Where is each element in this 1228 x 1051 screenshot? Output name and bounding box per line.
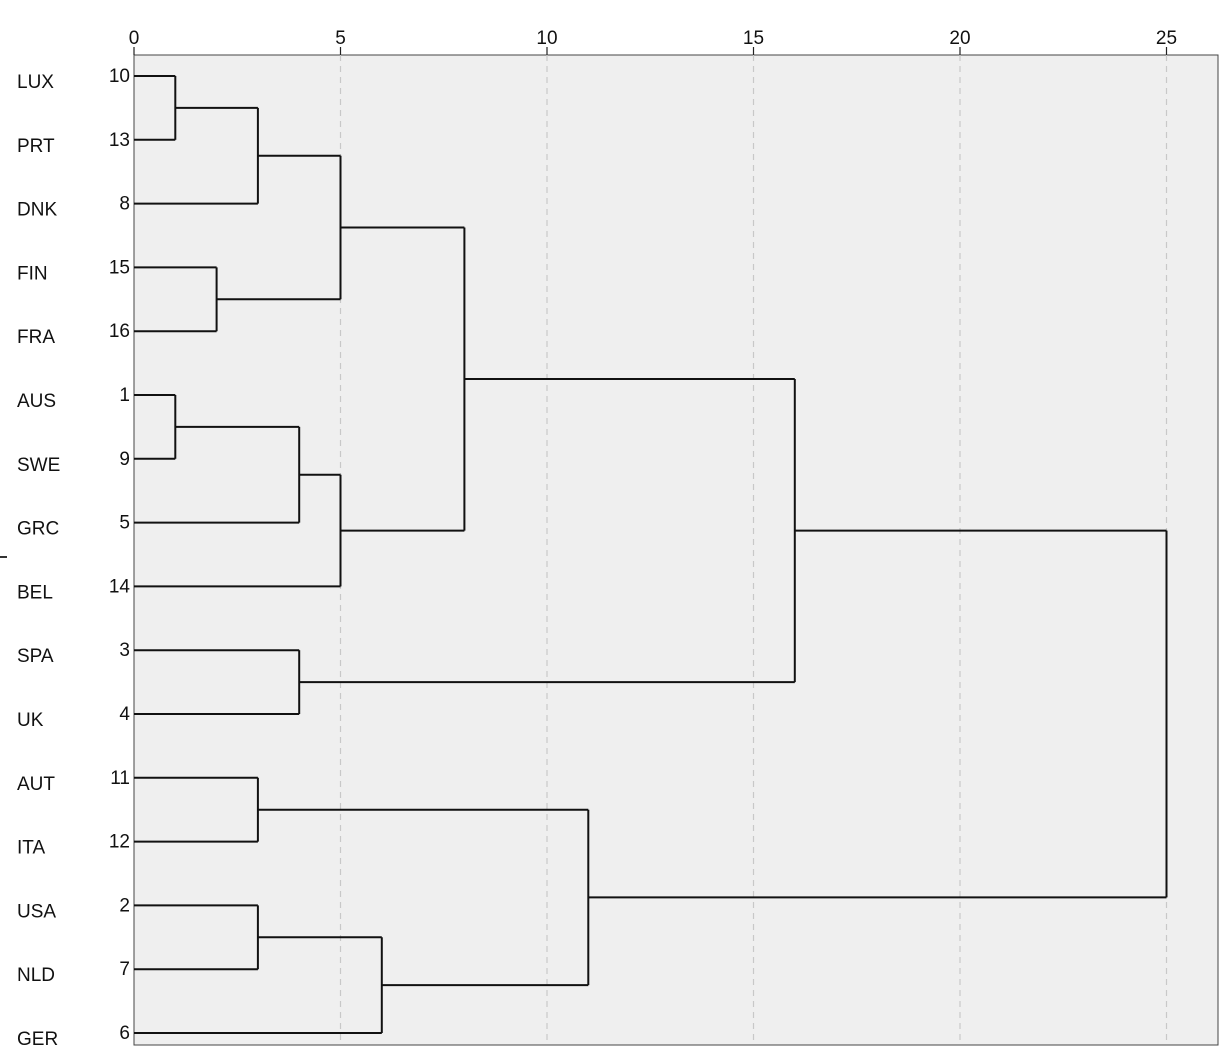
leaf-label: AUS	[17, 391, 56, 412]
leaf-label: UK	[17, 710, 44, 731]
x-tick-label: 0	[129, 28, 140, 49]
leaf-label: DNK	[17, 200, 57, 221]
leaf-case-number: 9	[119, 449, 130, 470]
leaf-label: SPA	[17, 646, 54, 667]
leaf-case-number: 15	[109, 257, 130, 278]
leaf-label: USA	[17, 901, 56, 922]
leaf-label: PRT	[17, 136, 55, 157]
leaf-case-number: 12	[109, 832, 130, 853]
leaf-case-number: 13	[109, 130, 130, 151]
leaf-label: FIN	[17, 263, 48, 284]
leaf-label: LUX	[17, 72, 54, 93]
x-tick-label: 5	[335, 28, 346, 49]
leaf-label: SWE	[17, 455, 60, 476]
leaf-case-number: 4	[119, 704, 130, 725]
x-tick-label: 20	[949, 28, 970, 49]
x-tick-label: 25	[1156, 28, 1177, 49]
leaf-case-number: 11	[110, 768, 130, 789]
x-tick-label: 15	[743, 28, 764, 49]
leaf-case-number: 6	[119, 1023, 130, 1044]
leaf-label: ITA	[17, 838, 45, 859]
x-tick-label: 10	[536, 28, 557, 49]
leaf-case-number: 7	[119, 959, 130, 980]
leaf-case-number: 5	[119, 513, 130, 534]
leaf-label: FRA	[17, 327, 55, 348]
leaf-case-number: 1	[119, 385, 130, 406]
leaf-case-number: 16	[109, 321, 130, 342]
leaf-case-number: 14	[109, 576, 131, 597]
leaf-case-number: 10	[109, 66, 130, 87]
leaf-label: GRC	[17, 519, 59, 540]
leaf-label: AUT	[17, 774, 55, 795]
leaf-case-number: 8	[119, 194, 130, 215]
leaf-label: BEL	[17, 582, 53, 603]
leaf-label: NLD	[17, 965, 55, 986]
leaf-case-number: 2	[119, 895, 130, 916]
stray-tick-mark	[0, 556, 7, 558]
leaf-label: GER	[17, 1029, 58, 1050]
leaf-case-number: 3	[119, 640, 130, 661]
plot-area	[133, 54, 1219, 1046]
